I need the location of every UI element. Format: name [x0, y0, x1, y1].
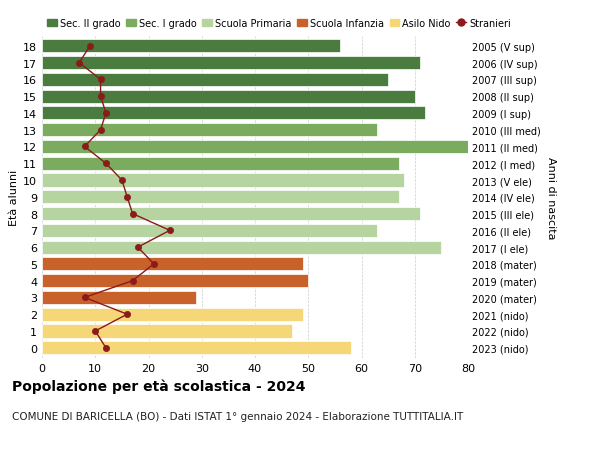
Bar [42, 258, 303, 271]
Bar [42, 274, 308, 288]
Bar [42, 140, 468, 154]
Y-axis label: Anni di nascita: Anni di nascita [547, 156, 556, 239]
Bar [42, 325, 292, 338]
Bar [42, 57, 420, 70]
Bar [42, 341, 351, 354]
Bar [42, 90, 415, 103]
Bar [42, 291, 196, 304]
Bar [42, 191, 399, 204]
Legend: Sec. II grado, Sec. I grado, Scuola Primaria, Scuola Infanzia, Asilo Nido, Stran: Sec. II grado, Sec. I grado, Scuola Prim… [47, 19, 511, 28]
Bar [42, 174, 404, 187]
Bar [42, 107, 425, 120]
Bar [42, 124, 377, 137]
Bar [42, 308, 303, 321]
Bar [42, 40, 340, 53]
Bar [42, 207, 420, 221]
Text: COMUNE DI BARICELLA (BO) - Dati ISTAT 1° gennaio 2024 - Elaborazione TUTTITALIA.: COMUNE DI BARICELLA (BO) - Dati ISTAT 1°… [12, 411, 463, 421]
Bar [42, 157, 399, 170]
Bar [42, 224, 377, 237]
Y-axis label: Età alunni: Età alunni [9, 169, 19, 225]
Bar [42, 74, 388, 87]
Text: Popolazione per età scolastica - 2024: Popolazione per età scolastica - 2024 [12, 379, 305, 393]
Bar [42, 241, 442, 254]
